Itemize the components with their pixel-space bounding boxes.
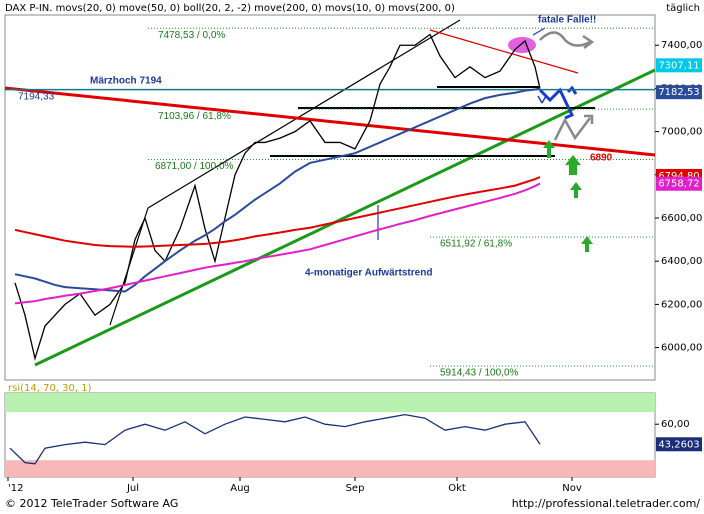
value-label: 7182,53 [658, 87, 699, 98]
main-frame [4, 14, 656, 381]
up-arrow [565, 155, 581, 175]
value-box [656, 437, 702, 452]
annotation: Märzhoch 7194 [90, 76, 162, 87]
fib-label: 6511,92 / 61,8% [440, 239, 512, 250]
value-label: 6758,72 [658, 179, 699, 190]
x-tick-label: Jul [126, 483, 139, 494]
y-tick-label: 6400,00 [661, 256, 702, 267]
highlight [508, 37, 536, 53]
fib-label: 5914,43 / 100,0% [440, 368, 519, 379]
annotation: fatale Falle!! [538, 15, 596, 26]
x-tick-label: '12 [8, 483, 23, 494]
y-tick-label: 6000,00 [661, 343, 702, 354]
overbought-band [5, 393, 655, 413]
trend-line [34, 68, 656, 367]
pointer [532, 27, 546, 36]
level-label: 7194,33 [18, 91, 55, 102]
series-line [14, 33, 541, 361]
value-box [656, 176, 702, 191]
channel-line [147, 19, 461, 209]
footer: http://professional.teletrader.com/ [512, 497, 701, 510]
y-tick-label: 6200,00 [661, 299, 702, 310]
value-label: 7307,11 [658, 60, 699, 71]
y-tick-label: 6600,00 [661, 213, 702, 224]
panel-title: rsi(14, 70, 30, 1) [8, 383, 92, 394]
x-tick-label: Sep [346, 483, 365, 494]
y-tick-label: 60,00 [661, 419, 690, 430]
up-arrow [543, 140, 555, 158]
series-line [14, 87, 541, 293]
arrow [537, 95, 547, 104]
footer: © 2012 TeleTrader Software AG [5, 497, 178, 510]
value-label: 6794,80 [658, 171, 699, 182]
arrow [539, 31, 595, 49]
period: täglich [666, 3, 700, 14]
annotation: 4-monatiger Aufwärtstrend [305, 268, 432, 279]
value-label: 43,2603 [658, 439, 699, 450]
arrows [543, 140, 593, 252]
arrow [553, 114, 594, 141]
y-tick-label: 7000,00 [661, 127, 702, 138]
series-line [14, 182, 541, 305]
value-box [656, 85, 702, 100]
up-arrow [581, 236, 593, 252]
fib-label: 6871,00 / 100,0% [155, 161, 234, 172]
x-tick-label: Nov [562, 483, 582, 494]
oversold-band [5, 460, 655, 477]
header: DAX P-IN. movs(20, 0) move(50, 0) boll(2… [5, 3, 455, 14]
fib-label: 7103,96 / 61,8% [158, 111, 231, 122]
x-tick-label: Okt [448, 483, 466, 494]
series-line [14, 176, 541, 248]
up-arrow [570, 182, 582, 198]
value-box [656, 58, 702, 73]
x-tick-label: Aug [230, 483, 250, 494]
y-tick-label: 7400,00 [661, 40, 702, 51]
resistance-line [429, 29, 579, 74]
fib-label: 7478,53 / 0,0% [158, 30, 225, 41]
series-line [9, 413, 541, 465]
annotation: 6890 [590, 153, 613, 164]
